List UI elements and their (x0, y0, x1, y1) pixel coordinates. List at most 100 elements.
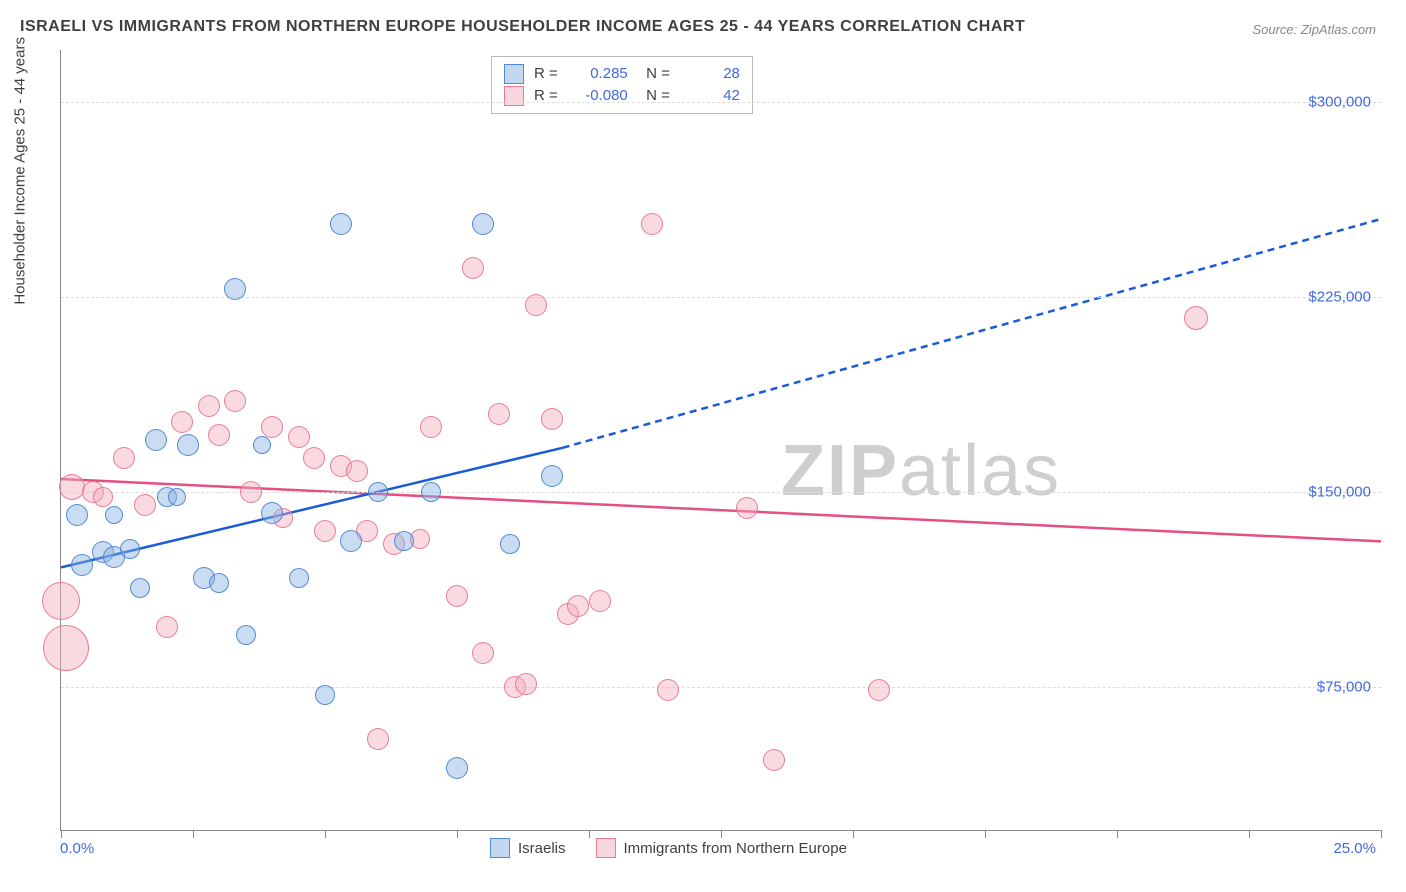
swatch-pink-icon (596, 838, 616, 858)
data-point-blue (66, 504, 88, 526)
x-tick (61, 830, 62, 838)
data-point-blue (368, 482, 388, 502)
legend-label: Israelis (518, 840, 566, 857)
data-point-blue (120, 539, 140, 559)
stats-row-immigrants: R = -0.080 N = 42 (504, 85, 740, 107)
x-tick (1249, 830, 1250, 838)
gridline (61, 687, 1381, 688)
data-point-blue (224, 278, 246, 300)
data-point-pink (198, 395, 220, 417)
data-point-pink (472, 642, 494, 664)
data-point-pink (446, 585, 468, 607)
data-point-pink (113, 447, 135, 469)
data-point-blue (130, 578, 150, 598)
n-label: N = (638, 63, 670, 85)
data-point-blue (472, 213, 494, 235)
plot-area: R = 0.285 N = 28 R = -0.080 N = 42 ZIPat… (60, 50, 1381, 831)
x-tick (193, 830, 194, 838)
x-tick (325, 830, 326, 838)
data-point-pink (261, 416, 283, 438)
x-axis-min-label: 0.0% (60, 840, 94, 857)
data-point-blue (209, 573, 229, 593)
data-point-blue (340, 530, 362, 552)
data-point-pink (488, 403, 510, 425)
data-point-pink (240, 481, 262, 503)
source-attribution: Source: ZipAtlas.com (1252, 22, 1376, 37)
x-tick (1381, 830, 1382, 838)
data-point-pink (156, 616, 178, 638)
swatch-blue-icon (490, 838, 510, 858)
data-point-pink (42, 582, 80, 620)
data-point-blue (541, 465, 563, 487)
legend-label: Immigrants from Northern Europe (624, 840, 847, 857)
data-point-pink (868, 679, 890, 701)
data-point-pink (367, 728, 389, 750)
data-point-blue (330, 213, 352, 235)
data-point-pink (59, 474, 85, 500)
data-point-pink (314, 520, 336, 542)
data-point-blue (71, 554, 93, 576)
data-point-pink (657, 679, 679, 701)
data-point-blue (315, 685, 335, 705)
data-point-pink (420, 416, 442, 438)
data-point-blue (500, 534, 520, 554)
x-tick (457, 830, 458, 838)
x-axis-max-label: 25.0% (1333, 840, 1376, 857)
data-point-blue (177, 434, 199, 456)
data-point-pink (224, 390, 246, 412)
data-point-blue (168, 488, 186, 506)
x-tick (1117, 830, 1118, 838)
x-tick (721, 830, 722, 838)
trendline (563, 219, 1381, 448)
swatch-pink-icon (504, 86, 524, 106)
y-tick-label: $300,000 (1308, 94, 1371, 111)
r-value-pink: -0.080 (568, 85, 628, 107)
data-point-pink (763, 749, 785, 771)
n-value-pink: 42 (680, 85, 740, 107)
data-point-blue (394, 531, 414, 551)
data-point-blue (253, 436, 271, 454)
data-point-pink (736, 497, 758, 519)
data-point-pink (541, 408, 563, 430)
data-point-pink (346, 460, 368, 482)
y-tick-label: $150,000 (1308, 484, 1371, 501)
r-label: R = (534, 63, 558, 85)
stats-row-israelis: R = 0.285 N = 28 (504, 63, 740, 85)
data-point-pink (93, 487, 113, 507)
data-point-blue (421, 482, 441, 502)
x-tick (985, 830, 986, 838)
data-point-pink (641, 213, 663, 235)
data-point-blue (446, 757, 468, 779)
data-point-pink (1184, 306, 1208, 330)
data-point-pink (43, 625, 89, 671)
gridline (61, 297, 1381, 298)
data-point-blue (236, 625, 256, 645)
data-point-pink (288, 426, 310, 448)
watermark: ZIPatlas (781, 430, 1061, 512)
r-label: R = (534, 85, 558, 107)
y-tick-label: $75,000 (1317, 679, 1371, 696)
gridline (61, 102, 1381, 103)
data-point-blue (105, 506, 123, 524)
data-point-pink (134, 494, 156, 516)
swatch-blue-icon (504, 64, 524, 84)
data-point-blue (261, 502, 283, 524)
data-point-pink (567, 595, 589, 617)
n-label: N = (638, 85, 670, 107)
x-tick (589, 830, 590, 838)
data-point-pink (525, 294, 547, 316)
x-tick (853, 830, 854, 838)
data-point-blue (289, 568, 309, 588)
y-axis-title: Householder Income Ages 25 - 44 years (12, 37, 29, 305)
r-value-blue: 0.285 (568, 63, 628, 85)
legend-item-immigrants: Immigrants from Northern Europe (596, 838, 847, 858)
legend: Israelis Immigrants from Northern Europe (490, 838, 847, 858)
chart-title: ISRAELI VS IMMIGRANTS FROM NORTHERN EURO… (20, 18, 1025, 36)
n-value-blue: 28 (680, 63, 740, 85)
data-point-pink (303, 447, 325, 469)
legend-item-israelis: Israelis (490, 838, 566, 858)
data-point-blue (145, 429, 167, 451)
y-tick-label: $225,000 (1308, 289, 1371, 306)
data-point-pink (462, 257, 484, 279)
data-point-pink (589, 590, 611, 612)
